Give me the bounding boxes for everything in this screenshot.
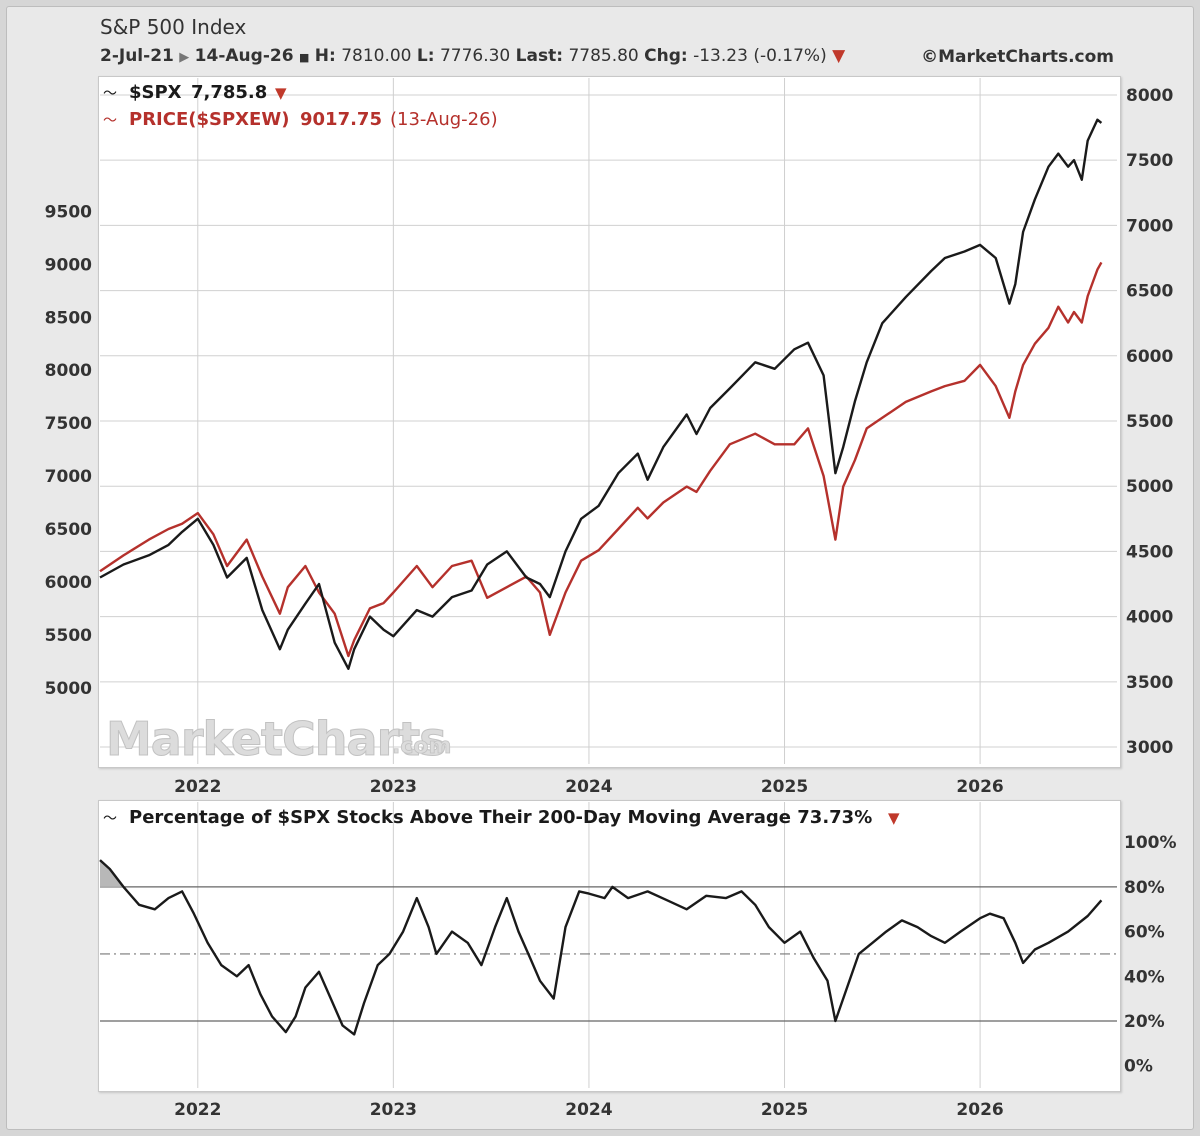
- breadth-x-tick-label: 2022: [174, 1100, 221, 1120]
- breadth-y-tick-label: 100%: [1124, 833, 1177, 853]
- chart-title: S&P 500 Index: [100, 15, 247, 39]
- spxew-legend-date: (13-Aug-26): [390, 109, 498, 130]
- spx-y-tick-label: 4000: [1126, 608, 1173, 628]
- spxew-y-tick-label: 5500: [45, 626, 92, 646]
- spxew-y-tick-label: 9500: [45, 202, 92, 222]
- breadth-y-tick-label: 60%: [1124, 923, 1165, 943]
- breadth-x-tick-label: 2025: [761, 1100, 808, 1120]
- overbought-shading: [100, 860, 140, 887]
- breadth-series-line: [99, 859, 1103, 1036]
- spxew-legend-icon: 〜: [103, 113, 117, 129]
- price-x-tick-label: 2022: [174, 777, 221, 797]
- spxew-y-tick-label: 9000: [45, 255, 92, 275]
- spx-legend-symbol: $SPX: [129, 82, 182, 103]
- spxew-y-tick-label: 7000: [45, 467, 92, 487]
- high-label: H:: [314, 46, 336, 66]
- price-x-tick-label: 2023: [370, 777, 417, 797]
- breadth-panel: [98, 800, 1121, 1092]
- spxew-y-tick-label: 6500: [45, 520, 92, 540]
- axis-labels: 2022 2023 2024 2025 2026 3000 3500 4000 4500 5000…: [45, 86, 1177, 1120]
- spx-series-line: [99, 118, 1103, 670]
- spx-y-tick-label: 3500: [1126, 673, 1173, 693]
- breadth-x-tick-label: 2024: [565, 1100, 612, 1120]
- breadth-legend: 〜 Percentage of $SPX Stocks Above Their …: [103, 807, 900, 828]
- breadth-y-tick-label: 80%: [1124, 878, 1165, 898]
- breadth-x-tick-label: 2026: [956, 1100, 1003, 1120]
- quote-summary: 2-Jul-21 ▶ 14-Aug-26 ■ H: 7810.00 L: 777…: [100, 46, 845, 66]
- spx-y-tick-label: 5000: [1126, 477, 1173, 497]
- spxew-series-line: [99, 261, 1103, 658]
- spx-y-tick-label: 7500: [1126, 151, 1173, 171]
- change-label: Chg:: [644, 46, 688, 66]
- separator-icon: ■: [298, 51, 310, 64]
- spxew-legend-symbol: PRICE($SPXEW): [129, 109, 289, 130]
- spx-y-tick-label: 7000: [1126, 216, 1173, 236]
- price-x-tick-label: 2026: [956, 777, 1003, 797]
- watermark-text: MarketCharts: [106, 712, 446, 766]
- range-arrow-icon: ▶: [179, 50, 190, 65]
- down-triangle-icon: ▼: [888, 809, 900, 827]
- spx-y-tick-label: 6500: [1126, 282, 1173, 302]
- watermark-suffix: .com: [392, 734, 451, 759]
- breadth-legend-title: Percentage of $SPX Stocks Above Their 20…: [129, 807, 872, 828]
- spx-y-tick-label: 6000: [1126, 347, 1173, 367]
- spx-legend-icon: 〜: [103, 86, 117, 102]
- watermark-logo: MarketCharts .com: [106, 712, 452, 767]
- spx-y-tick-label: 4500: [1126, 542, 1173, 562]
- down-triangle-icon: ▼: [832, 46, 846, 66]
- date-range-end: 14-Aug-26: [194, 46, 294, 66]
- spxew-y-tick-label: 8000: [45, 361, 92, 381]
- change-value: -13.23 (-0.17%): [693, 46, 827, 66]
- spx-legend-value: 7,785.8: [191, 82, 267, 103]
- spxew-y-tick-label: 8500: [45, 308, 92, 328]
- low-value: 7776.30: [439, 46, 511, 66]
- last-label: Last:: [515, 46, 564, 66]
- spx-y-tick-label: 8000: [1126, 86, 1173, 106]
- price-legend: 〜 $SPX 7,785.8 ▼ 〜 PRICE($SPXEW) 9017.75…: [103, 82, 498, 130]
- breadth-gridlines: [100, 802, 1117, 1088]
- spxew-y-tick-label: 7500: [45, 414, 92, 434]
- spxew-legend-value: 9017.75: [300, 109, 382, 130]
- price-series: [99, 118, 1103, 670]
- breadth-y-tick-label: 40%: [1124, 967, 1165, 987]
- spxew-y-tick-label: 5000: [45, 679, 92, 699]
- price-panel: [98, 76, 1121, 768]
- price-gridlines: [100, 78, 1117, 764]
- breadth-series: [99, 859, 1103, 1036]
- last-value: 7785.80: [568, 46, 639, 66]
- breadth-y-tick-label: 0%: [1124, 1057, 1153, 1077]
- high-value: 7810.00: [341, 46, 412, 66]
- credit-text: ©MarketCharts.com: [921, 47, 1114, 67]
- date-range-start: 2-Jul-21: [100, 46, 174, 66]
- price-x-tick-label: 2024: [565, 777, 612, 797]
- down-triangle-icon: ▼: [275, 84, 287, 102]
- breadth-y-tick-label: 20%: [1124, 1012, 1165, 1032]
- spx-y-tick-label: 5500: [1126, 412, 1173, 432]
- spxew-y-tick-label: 6000: [45, 573, 92, 593]
- price-x-tick-label: 2025: [761, 777, 808, 797]
- low-label: L:: [416, 46, 435, 66]
- spx-y-tick-label: 3000: [1126, 738, 1173, 758]
- breadth-x-tick-label: 2023: [370, 1100, 417, 1120]
- breadth-legend-icon: 〜: [103, 811, 117, 827]
